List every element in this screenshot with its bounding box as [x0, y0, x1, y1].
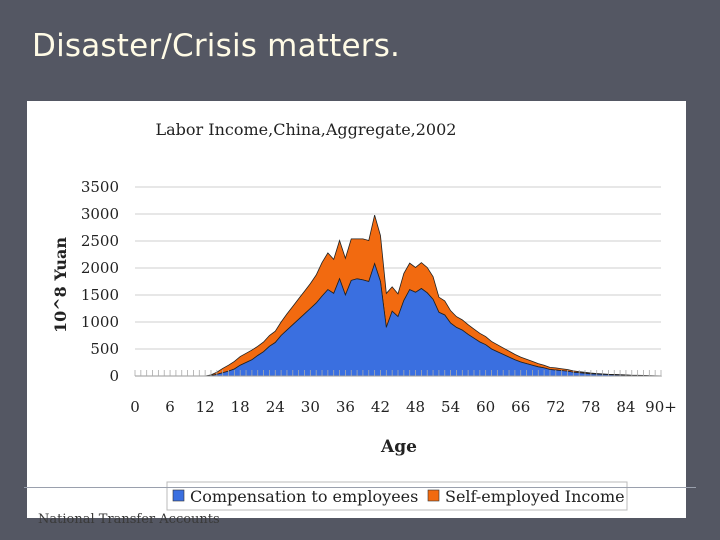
chart-title: Labor Income,China,Aggregate,2002: [156, 120, 457, 139]
footer-divider: [24, 487, 696, 488]
x-tick-label-30: 30: [301, 398, 320, 416]
x-tick-label-36: 36: [336, 398, 355, 416]
y-tick-label-2500: 2500: [81, 232, 119, 250]
y-tick-label-2000: 2000: [81, 259, 119, 277]
footer-label: National Transfer Accounts: [38, 512, 220, 527]
legend-label-compensation: Compensation to employees: [190, 487, 418, 506]
legend-box: [166, 481, 628, 511]
chart-panel: Labor Income,China,Aggregate,2002 0 500 10…: [27, 101, 686, 518]
x-tick-label-6: 6: [165, 398, 175, 416]
area-layer: [135, 214, 662, 377]
x-tick-label-84: 84: [616, 398, 635, 416]
labor-income-chart: Labor Income,China,Aggregate,2002 0 500 10…: [51, 120, 677, 511]
chart-legend: Compensation to employees Self-employed …: [166, 481, 628, 511]
x-tick-label-90: 90+: [645, 398, 677, 416]
x-tick-label-42: 42: [371, 398, 390, 416]
x-tick-label-78: 78: [581, 398, 600, 416]
y-tick-label-3000: 3000: [81, 205, 119, 223]
y-tick-label-3500: 3500: [81, 178, 119, 196]
y-tick-label-1000: 1000: [81, 313, 119, 331]
legend-swatch-self-employed: [427, 489, 440, 502]
x-tick-labels: 0 6 12 18 24 30 36 42 48 54 60 66 72 78 84 90+: [130, 398, 677, 416]
x-tick-label-60: 60: [476, 398, 495, 416]
y-tick-labels: 0 500 1000 1500 2000 2500 3000 3500: [81, 178, 119, 385]
x-tick-label-12: 12: [196, 398, 215, 416]
y-tick-label-0: 0: [109, 367, 119, 385]
y-tick-label-500: 500: [90, 340, 119, 358]
x-tick-label-0: 0: [130, 398, 140, 416]
y-axis-label: 10^8 Yuan: [51, 237, 70, 333]
x-tick-label-48: 48: [406, 398, 425, 416]
x-tick-label-72: 72: [546, 398, 565, 416]
slide-title: Disaster/Crisis matters.: [32, 28, 401, 64]
legend-swatch-compensation: [172, 489, 185, 502]
x-tick-label-24: 24: [266, 398, 285, 416]
legend-label-self-employed: Self-employed Income: [445, 487, 625, 506]
x-tick-label-54: 54: [441, 398, 460, 416]
axis-layer: [134, 370, 662, 377]
x-tick-label-66: 66: [511, 398, 530, 416]
x-tick-label-18: 18: [231, 398, 250, 416]
x-axis-label: Age: [380, 437, 417, 457]
area-compensation-to-employees: [135, 262, 662, 377]
y-tick-label-1500: 1500: [81, 286, 119, 304]
